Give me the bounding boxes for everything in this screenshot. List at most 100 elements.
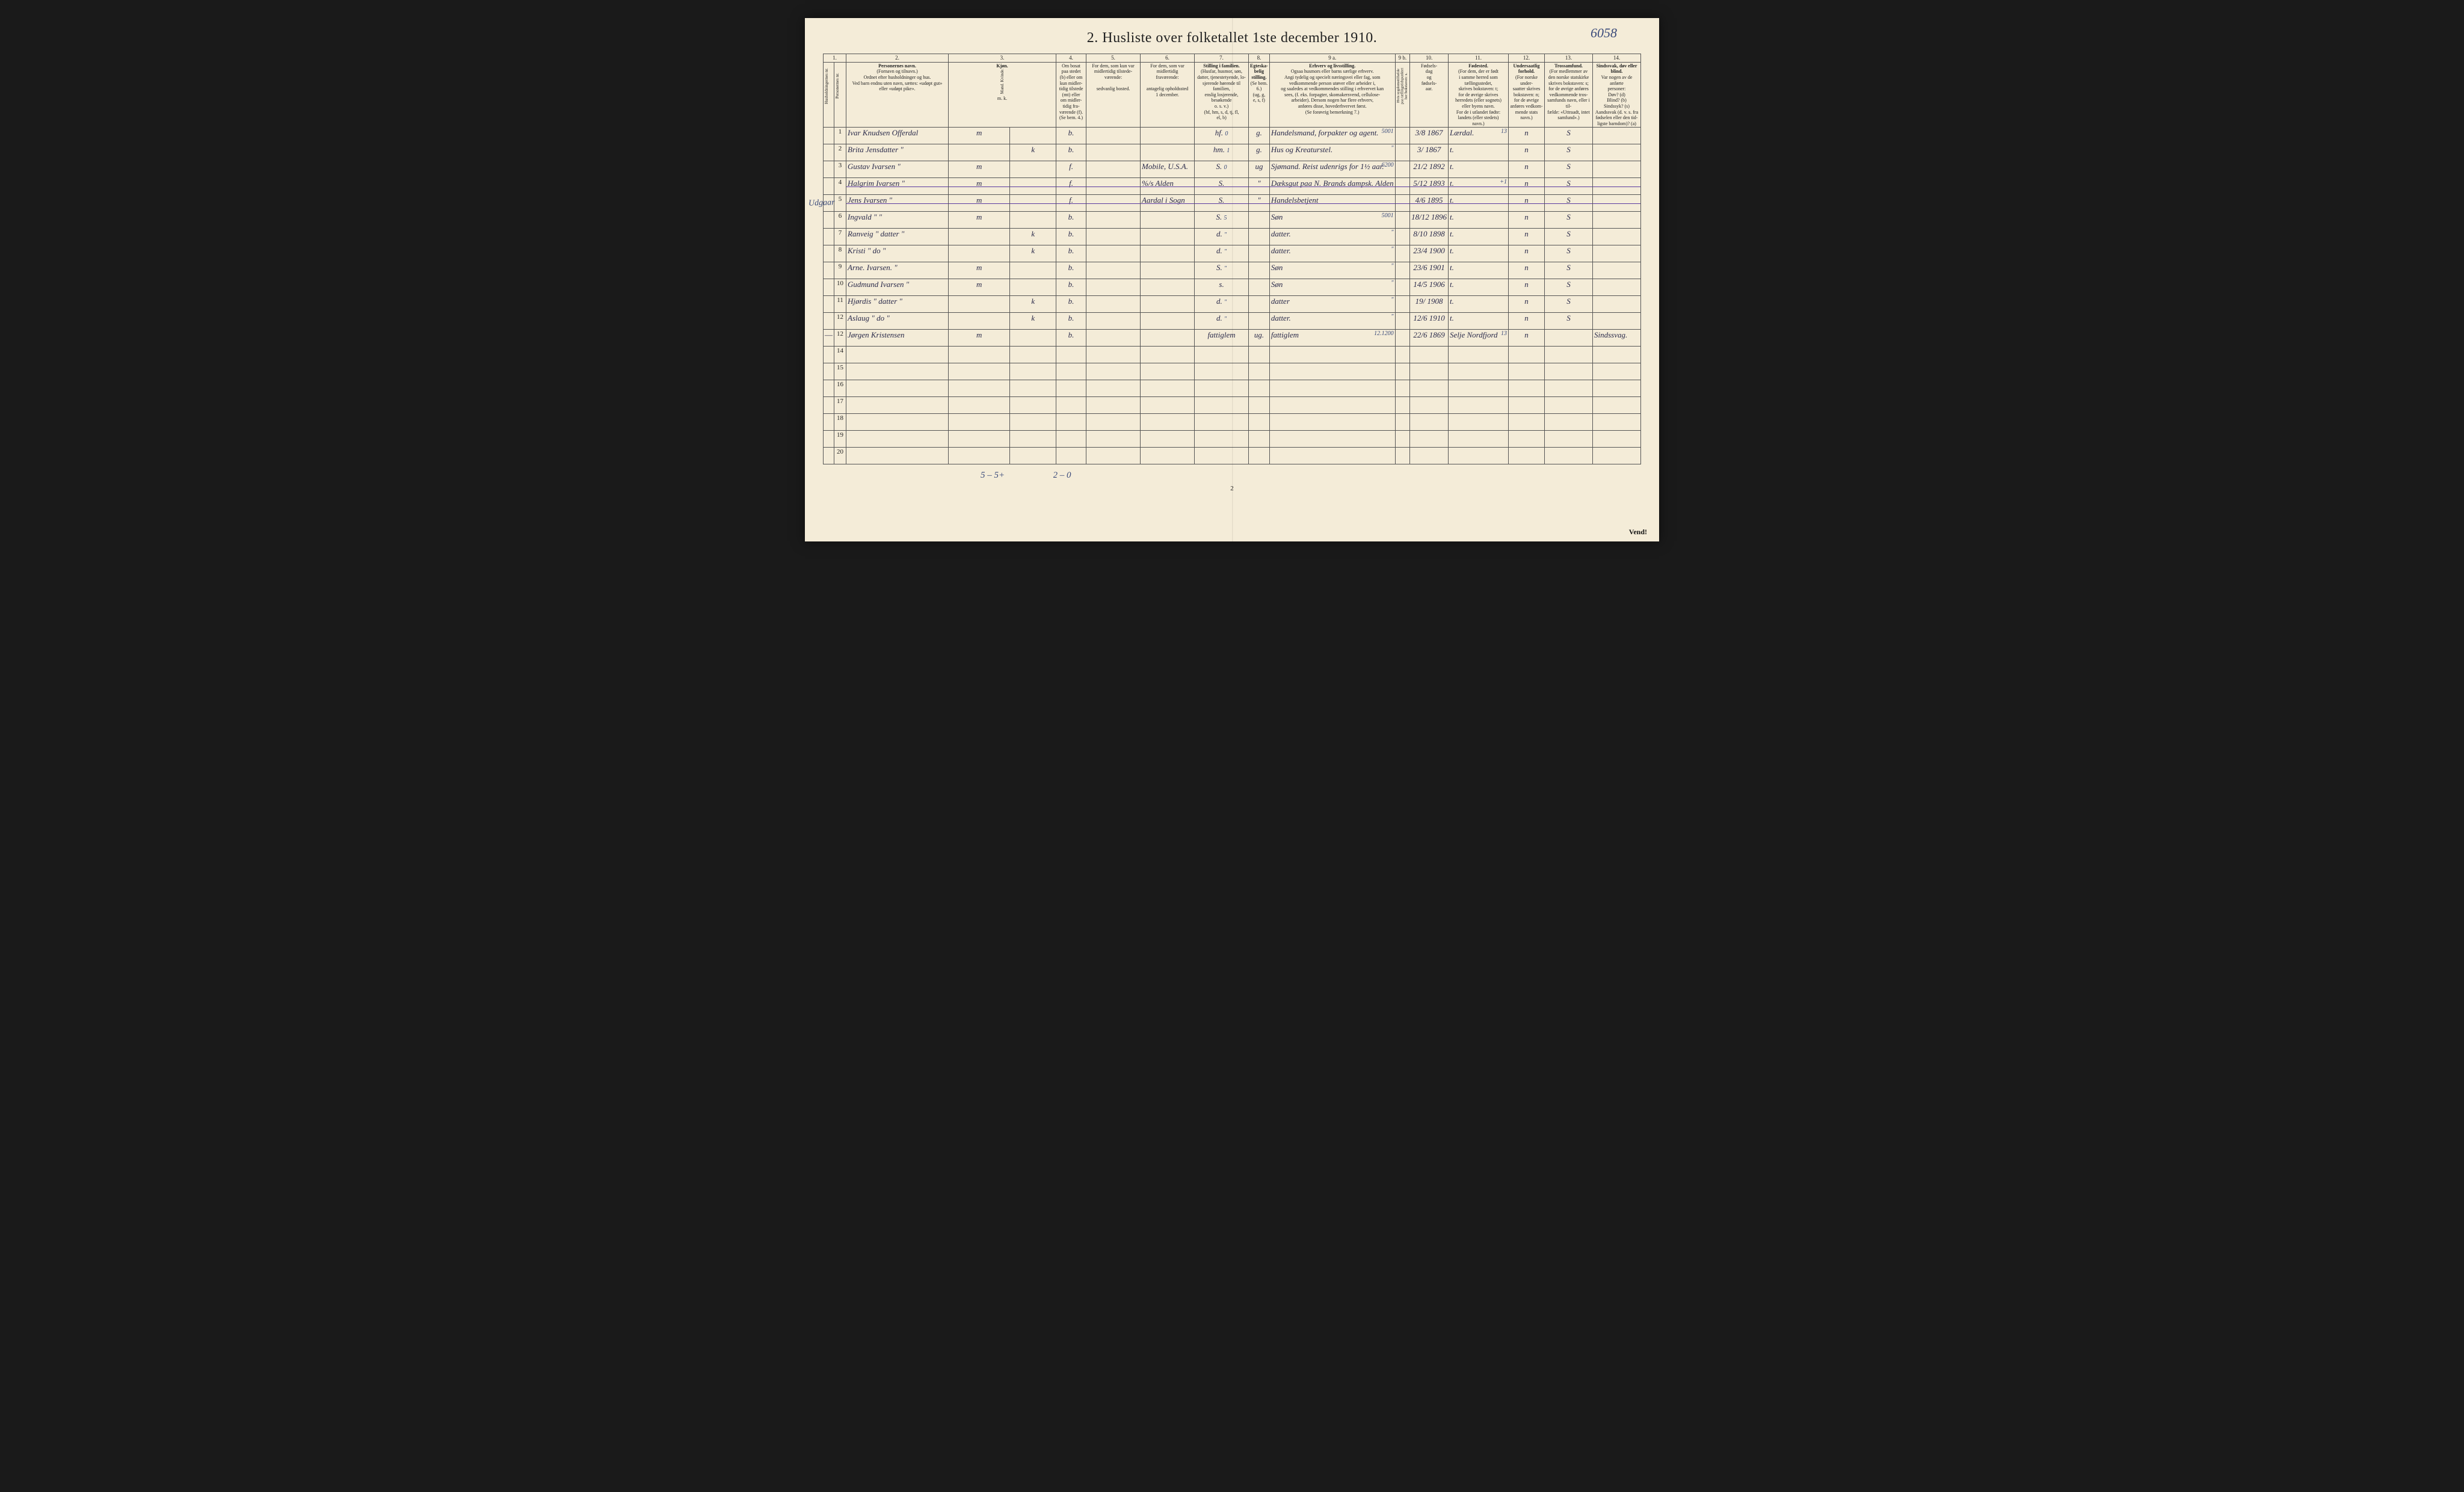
- cell: f.: [1056, 195, 1086, 212]
- cell: 17: [834, 397, 846, 414]
- cell: [1249, 347, 1270, 363]
- cell: m: [949, 161, 1010, 178]
- cell: [846, 363, 949, 380]
- cell: [949, 448, 1010, 464]
- cell: Gudmund Ivarsen ": [846, 279, 949, 296]
- table-row: 20: [824, 448, 1641, 464]
- cell: [846, 431, 949, 448]
- colnum-1: 1.: [824, 54, 846, 63]
- table-row: 1Ivar Knudsen Offerdalmb.hf. 0g.5001Hand…: [824, 128, 1641, 144]
- hdr-undersaat: Undersaatlig forhold.(For norske under- …: [1509, 62, 1545, 128]
- cell: [1449, 397, 1509, 414]
- cell: [1593, 144, 1641, 161]
- cell: d. ": [1195, 313, 1249, 330]
- colnum-9a: 9 a.: [1269, 54, 1395, 63]
- cell: Sindssvag.: [1593, 330, 1641, 347]
- cell: n: [1509, 262, 1545, 279]
- cell: "datter: [1269, 296, 1395, 313]
- cell: [1141, 448, 1195, 464]
- cell: [1410, 380, 1449, 397]
- cell: [1545, 380, 1593, 397]
- hdr-fravar: For dem, som var midlertidig fraværende:…: [1141, 62, 1195, 128]
- cell: [1395, 128, 1410, 144]
- cell: 5/12 1893: [1410, 178, 1449, 195]
- cell: [1141, 279, 1195, 296]
- cell: [1509, 448, 1545, 464]
- table-header: 1. 2. 3. 4. 5. 6. 7. 8. 9 a. 9 b. 10. 11…: [824, 54, 1641, 128]
- cell: [1141, 245, 1195, 262]
- colnum-12: 12.: [1509, 54, 1545, 63]
- cell: [1593, 397, 1641, 414]
- hdr-9b: Hvis sygdomstilfælde paa tællingstidspun…: [1395, 62, 1410, 128]
- cell: [824, 347, 834, 363]
- cell: [1509, 431, 1545, 448]
- census-page: 6058 Udgaar 2. Husliste over folketallet…: [805, 18, 1659, 541]
- cell: Aardal i Sogn: [1141, 195, 1195, 212]
- column-number-row: 1. 2. 3. 4. 5. 6. 7. 8. 9 a. 9 b. 10. 11…: [824, 54, 1641, 63]
- header-row: Husholdningernes nr. Personernes nr. Per…: [824, 62, 1641, 128]
- cell: n: [1509, 161, 1545, 178]
- cell: [1395, 330, 1410, 347]
- cell: [1509, 380, 1545, 397]
- cell: [1195, 414, 1249, 431]
- cell: [1593, 431, 1641, 448]
- cell: [1056, 363, 1086, 380]
- cell: [1086, 212, 1141, 229]
- cell: 10: [834, 279, 846, 296]
- cell: 5: [834, 195, 846, 212]
- cell: [1545, 330, 1593, 347]
- cell: [824, 313, 834, 330]
- cell: S: [1545, 313, 1593, 330]
- cell: k: [1010, 296, 1056, 313]
- cell: [1395, 212, 1410, 229]
- cell: hf. 0: [1195, 128, 1249, 144]
- cell: [1010, 363, 1056, 380]
- cell: ug: [1249, 161, 1270, 178]
- cell: n: [1509, 330, 1545, 347]
- cell: [824, 431, 834, 448]
- cell: n: [1509, 245, 1545, 262]
- cell: [1249, 431, 1270, 448]
- hdr-bosat: Om bosat paa stedet (b) eller om kun mid…: [1056, 62, 1086, 128]
- cell: Gustav Ivarsen ": [846, 161, 949, 178]
- cell: n: [1509, 144, 1545, 161]
- cell: S: [1545, 262, 1593, 279]
- cell: [1593, 229, 1641, 245]
- cell: f.: [1056, 161, 1086, 178]
- cell: [824, 178, 834, 195]
- cell: b.: [1056, 144, 1086, 161]
- cell: hm. 1: [1195, 144, 1249, 161]
- cell: [1056, 347, 1086, 363]
- cell: 23/4 1900: [1410, 245, 1449, 262]
- cell: 14: [834, 347, 846, 363]
- cell: [1410, 448, 1449, 464]
- census-table: 1. 2. 3. 4. 5. 6. 7. 8. 9 a. 9 b. 10. 11…: [823, 54, 1641, 464]
- cell: [824, 397, 834, 414]
- footer-tally-left: 5 – 5+: [824, 466, 1052, 482]
- cell: ": [1249, 178, 1270, 195]
- cell: 5001Søn: [1269, 212, 1395, 229]
- cell: [949, 144, 1010, 161]
- cell: ": [1249, 195, 1270, 212]
- cell: k: [1010, 313, 1056, 330]
- cell: [1086, 144, 1141, 161]
- cell: Handelsbetjent: [1269, 195, 1395, 212]
- cell: n: [1509, 195, 1545, 212]
- cell: 14/5 1906: [1410, 279, 1449, 296]
- table-body: 1Ivar Knudsen Offerdalmb.hf. 0g.5001Hand…: [824, 128, 1641, 464]
- cell: k: [1010, 144, 1056, 161]
- cell: [824, 128, 834, 144]
- cell: [1395, 296, 1410, 313]
- cell: [1141, 296, 1195, 313]
- cell: [824, 448, 834, 464]
- cell: [1593, 128, 1641, 144]
- cell: [1010, 347, 1056, 363]
- cell: m: [949, 195, 1010, 212]
- cell: [1056, 380, 1086, 397]
- cell: 4/6 1895: [1410, 195, 1449, 212]
- cell: [1141, 128, 1195, 144]
- cell: [1141, 347, 1195, 363]
- cell: 19/ 1908: [1410, 296, 1449, 313]
- cell: 15: [834, 363, 846, 380]
- cell: [1593, 347, 1641, 363]
